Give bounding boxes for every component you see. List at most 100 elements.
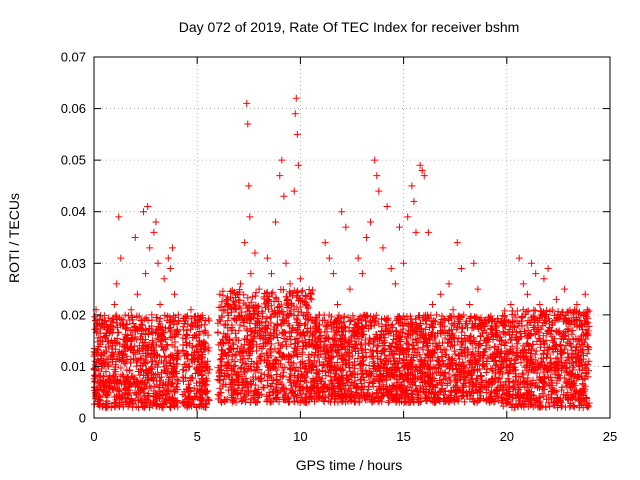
data-point xyxy=(581,311,589,319)
data-point xyxy=(363,311,371,319)
data-point xyxy=(406,399,414,407)
data-point xyxy=(298,308,306,316)
data-point xyxy=(356,392,364,400)
data-point xyxy=(488,396,496,404)
data-point xyxy=(284,393,292,401)
data-point xyxy=(546,359,554,367)
data-point xyxy=(349,312,357,320)
data-point xyxy=(519,280,527,288)
data-point xyxy=(564,308,572,316)
data-point xyxy=(511,311,519,319)
data-point xyxy=(492,326,500,334)
data-point xyxy=(281,363,289,371)
data-point xyxy=(136,355,144,363)
data-point xyxy=(389,324,397,332)
data-point xyxy=(133,336,141,344)
data-point xyxy=(294,353,302,361)
data-point xyxy=(524,360,532,368)
data-point xyxy=(111,301,119,309)
data-point xyxy=(380,391,388,399)
data-point xyxy=(509,317,517,325)
data-point xyxy=(352,340,360,348)
data-point xyxy=(419,315,427,323)
data-point xyxy=(585,345,593,353)
data-point xyxy=(453,239,461,247)
data-point xyxy=(584,373,592,381)
data-point xyxy=(168,332,176,340)
data-point xyxy=(247,298,255,306)
data-point xyxy=(164,342,172,350)
data-point xyxy=(379,392,387,400)
data-point xyxy=(224,293,232,301)
data-point xyxy=(507,336,515,344)
data-point xyxy=(404,320,412,328)
data-point xyxy=(112,393,120,401)
data-point xyxy=(234,390,242,398)
data-point xyxy=(304,303,312,311)
data-point xyxy=(583,306,591,314)
data-point xyxy=(157,342,165,350)
data-point xyxy=(354,320,362,328)
data-point xyxy=(188,342,196,350)
data-point xyxy=(302,293,310,301)
data-point xyxy=(404,334,412,342)
data-point xyxy=(425,314,433,322)
data-point xyxy=(300,331,308,339)
data-point xyxy=(377,357,385,365)
data-point xyxy=(518,369,526,377)
data-point xyxy=(312,328,320,336)
data-point xyxy=(193,364,201,372)
data-point xyxy=(228,325,236,333)
data-point xyxy=(228,398,236,406)
data-point xyxy=(341,335,349,343)
data-point xyxy=(229,339,237,347)
data-point xyxy=(392,385,400,393)
data-point xyxy=(191,357,199,365)
data-point xyxy=(575,389,583,397)
data-point xyxy=(183,312,191,320)
y-tick-label: 0.02 xyxy=(61,307,86,322)
data-point xyxy=(392,327,400,335)
data-point xyxy=(187,315,195,323)
data-point xyxy=(544,350,552,358)
data-point xyxy=(367,312,375,320)
data-point xyxy=(240,322,248,330)
data-point xyxy=(121,380,129,388)
data-point xyxy=(214,364,222,372)
data-point xyxy=(221,349,229,357)
data-point xyxy=(508,342,516,350)
data-point xyxy=(514,381,522,389)
data-point xyxy=(255,354,263,362)
data-point xyxy=(563,379,571,387)
data-point xyxy=(443,393,451,401)
data-point xyxy=(441,322,449,330)
data-point xyxy=(161,367,169,375)
data-point xyxy=(526,388,534,396)
data-point xyxy=(240,345,248,353)
data-point xyxy=(512,355,520,363)
data-point xyxy=(437,319,445,327)
data-point xyxy=(499,322,507,330)
data-point xyxy=(334,352,342,360)
data-point xyxy=(374,341,382,349)
data-point xyxy=(155,318,163,326)
data-point xyxy=(492,370,500,378)
data-point xyxy=(556,359,564,367)
data-point xyxy=(394,363,402,371)
data-point xyxy=(357,339,365,347)
data-point xyxy=(585,357,593,365)
data-point xyxy=(582,335,590,343)
data-point xyxy=(173,360,181,368)
data-point xyxy=(250,329,258,337)
data-point xyxy=(287,329,295,337)
data-point xyxy=(365,318,373,326)
data-point xyxy=(394,344,402,352)
data-point xyxy=(310,357,318,365)
data-point xyxy=(152,396,160,404)
data-point xyxy=(325,363,333,371)
data-point xyxy=(187,374,195,382)
data-point xyxy=(429,340,437,348)
data-point xyxy=(164,381,172,389)
data-point xyxy=(328,380,336,388)
